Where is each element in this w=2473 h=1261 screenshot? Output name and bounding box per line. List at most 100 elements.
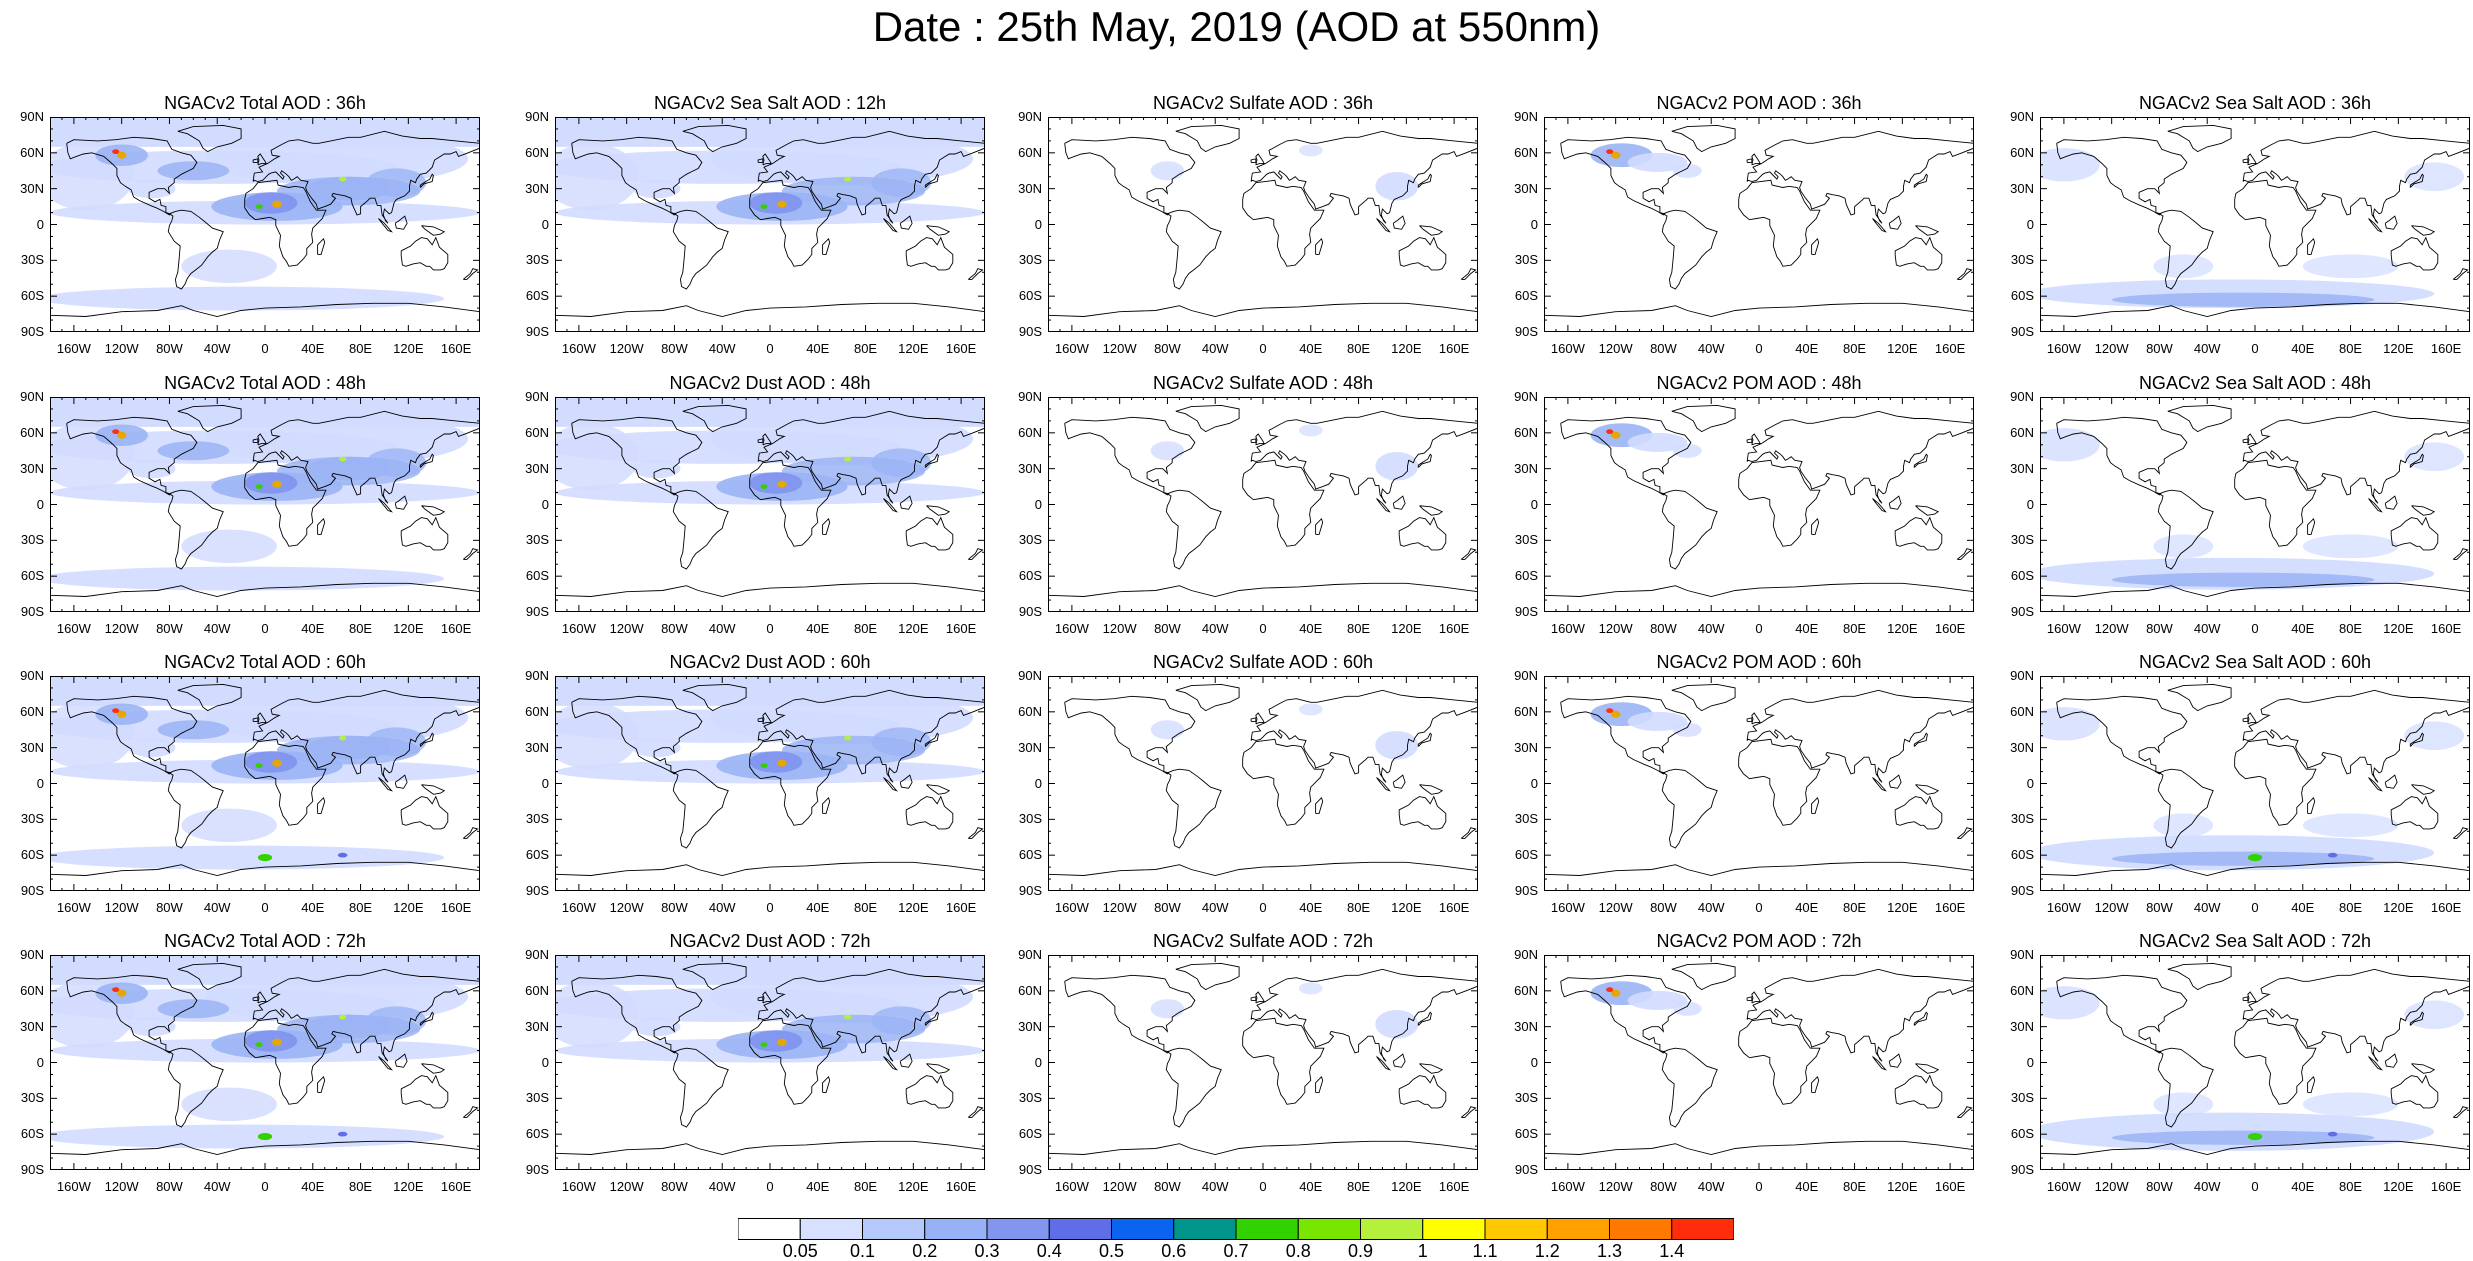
coastline	[1915, 505, 1940, 516]
aod-field	[1673, 163, 1702, 178]
coastline	[2368, 1056, 2383, 1071]
coastline	[1872, 777, 1887, 792]
aod-field	[1610, 710, 1621, 718]
lat-tick-label: 60N	[20, 982, 44, 998]
coastline	[317, 517, 326, 535]
lat-tick-label: 60N	[525, 703, 549, 719]
colorbar-swatch	[738, 1218, 801, 1240]
coastline	[1315, 517, 1324, 535]
lat-tick-label: 0	[541, 775, 549, 791]
aod-field	[337, 1131, 348, 1137]
lon-tick-label: 120E	[1887, 900, 1918, 915]
coastline	[1811, 1075, 1820, 1093]
lon-tick-label: 80W	[156, 1179, 183, 1194]
lon-tick-label: 40W	[2193, 1179, 2221, 1194]
lon-tick-label: 160E	[1438, 1179, 1470, 1194]
coastline	[1417, 453, 1432, 468]
coastline	[682, 124, 747, 153]
lat-tick-label: 90S	[1018, 604, 1042, 619]
lat-tick-label: 60N	[1018, 703, 1042, 719]
map-panel: NGACv2 Sulfate AOD : 36h 90N 60N 30N 0 30S 60S…	[1008, 92, 1488, 372]
aod-field	[871, 727, 932, 757]
coastline	[1242, 738, 1325, 826]
map-panel: NGACv2 Dust AOD : 72h 90N 60N 30N 0 30S 60S 90S…	[515, 930, 995, 1210]
lon-tick-label: 120W	[104, 341, 139, 356]
lat-tick-label: 60N	[2010, 144, 2034, 160]
coastline	[1417, 173, 1432, 188]
lon-tick-label: 40E	[1795, 341, 1819, 356]
coastline	[2242, 438, 2249, 443]
lon-tick-label: 160W	[56, 341, 91, 356]
lon-tick-label: 120W	[1598, 621, 1633, 636]
aod-field	[1610, 431, 1621, 439]
lon-tick-label: 120E	[1391, 900, 1422, 915]
coastline	[419, 173, 434, 188]
lon-tick-label: 40W	[708, 900, 736, 915]
coastline	[1398, 236, 1447, 271]
lon-tick-label: 120E	[393, 1179, 424, 1194]
lon-tick-label: 80E	[1346, 1179, 1371, 1194]
coastline	[555, 302, 985, 317]
lat-tick-label: 90S	[1514, 883, 1538, 898]
coastline	[1671, 962, 1736, 991]
lat-tick-label: 30S	[1514, 532, 1538, 548]
lat-tick-label: 60N	[525, 982, 549, 998]
lat-tick-label: 60N	[1018, 424, 1042, 440]
lon-tick-label: 80E	[348, 621, 373, 636]
lon-tick-label: 80W	[1650, 1179, 1677, 1194]
aod-field	[244, 1030, 298, 1052]
coastline	[1461, 548, 1477, 560]
lat-tick-label: 30N	[1514, 180, 1538, 196]
coastline	[2247, 991, 2257, 1004]
coastline	[1544, 302, 1974, 317]
panel-title: NGACv2 Dust AOD : 72h	[669, 931, 871, 951]
coastline	[1811, 237, 1820, 255]
coastline	[1913, 1011, 1928, 1026]
lon-tick-label: 40W	[1697, 341, 1725, 356]
coastline	[1560, 974, 1692, 1054]
colorbar-tick-label: 0.9	[1347, 1241, 1374, 1261]
coastline	[1751, 712, 1761, 725]
coastline	[1417, 1011, 1432, 1026]
aod-field	[1606, 708, 1614, 714]
coastline	[2411, 1063, 2436, 1074]
lat-tick-label: 30N	[2010, 180, 2034, 196]
lon-tick-label: 40E	[2291, 341, 2315, 356]
lon-tick-label: 80W	[1154, 621, 1181, 636]
coastline	[1746, 968, 1974, 1062]
lon-tick-label: 160E	[1934, 341, 1966, 356]
coastline	[177, 404, 242, 433]
coastline	[926, 784, 951, 795]
coastline	[167, 1047, 224, 1128]
lat-tick-label: 60N	[2010, 424, 2034, 440]
coastline	[749, 1017, 832, 1105]
coastline	[926, 1063, 951, 1074]
map-panel: NGACv2 POM AOD : 36h 90N 60N 30N 0 30S 60S 90S 1…	[1504, 92, 1984, 372]
aod-field	[1610, 989, 1621, 997]
lon-tick-label: 160W	[1550, 900, 1585, 915]
map-panel: NGACv2 Sea Salt AOD : 12h 90N 60N 30N 0 30S 60…	[515, 92, 995, 372]
map-panel: NGACv2 POM AOD : 48h 90N 60N 30N 0 30S 60S 90S 1…	[1504, 372, 1984, 652]
aod-field	[50, 1124, 445, 1149]
coastline	[1048, 1140, 1478, 1155]
lon-tick-label: 160W	[561, 1179, 596, 1194]
coastline	[1376, 498, 1391, 513]
aod-field	[2040, 428, 2100, 462]
lat-tick-label: 30S	[20, 811, 44, 827]
lon-tick-label: 80E	[2338, 900, 2363, 915]
coastline	[1165, 1047, 1222, 1128]
aod-field	[339, 456, 347, 462]
coastline	[1398, 795, 1447, 830]
colorbar-tick-label: 0.7	[1223, 1241, 1249, 1261]
lat-tick-label: 0	[1034, 1054, 1042, 1070]
aod-field	[306, 735, 391, 760]
page-title: Date : 25th May, 2019 (AOD at 550nm)	[872, 3, 1601, 50]
lat-tick-label: 60S	[20, 288, 44, 304]
lon-tick-label: 120W	[1102, 1179, 1137, 1194]
lat-tick-label: 30S	[2010, 811, 2034, 827]
lon-tick-label: 80E	[2338, 621, 2363, 636]
coastline	[1250, 410, 1478, 504]
lat-tick-label: 0	[36, 496, 44, 512]
coastline	[571, 695, 703, 775]
lat-tick-label: 90S	[2010, 324, 2034, 339]
